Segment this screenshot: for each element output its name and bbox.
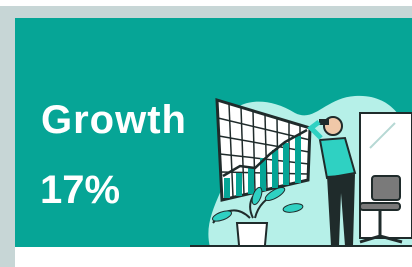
side-border [0, 6, 15, 267]
top-border [0, 6, 412, 18]
chair-back [372, 176, 400, 200]
card: Growth 17% [0, 0, 412, 267]
binocular [319, 119, 329, 125]
pot [237, 223, 267, 247]
panel: Growth 17% [15, 18, 412, 247]
title: Growth [41, 98, 187, 143]
chair-seat [360, 203, 400, 210]
stat: 17% [40, 168, 120, 213]
